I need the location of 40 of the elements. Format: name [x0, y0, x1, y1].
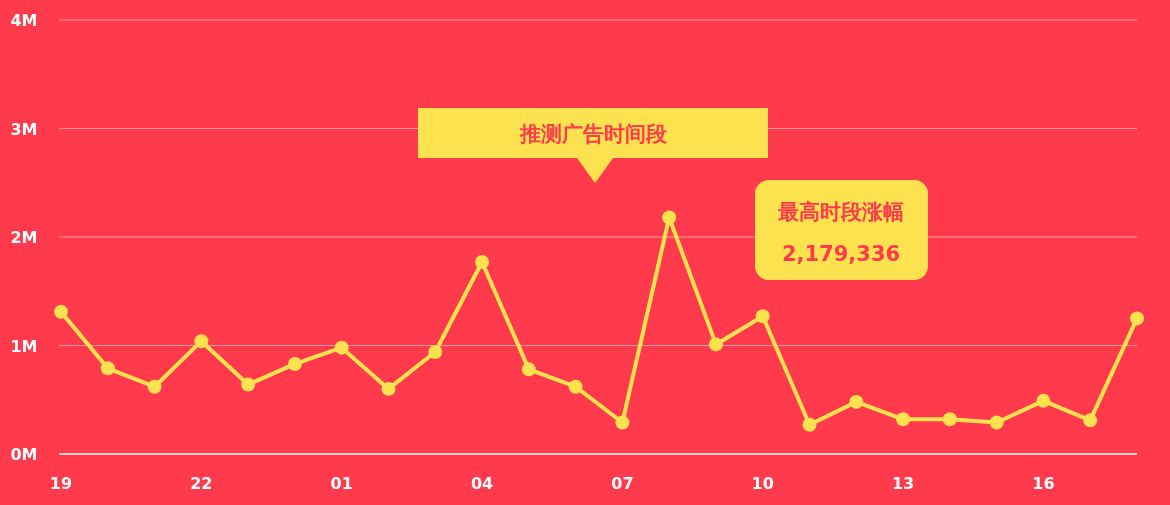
point — [521, 362, 536, 377]
point — [381, 381, 396, 396]
point — [100, 361, 115, 376]
point — [1036, 393, 1051, 408]
point — [568, 379, 583, 394]
point — [194, 334, 209, 349]
point — [849, 394, 864, 409]
annotation: 最高时段涨幅 — [777, 200, 904, 224]
y-tick-label: 1M — [10, 336, 38, 356]
point — [1083, 413, 1098, 428]
point — [287, 356, 302, 371]
point — [334, 340, 349, 355]
point — [1130, 311, 1144, 326]
x-tick-label: 04 — [470, 474, 494, 493]
annotation: 推测广告时间段 — [518, 122, 668, 146]
point — [755, 309, 770, 324]
point — [942, 412, 957, 427]
x-tick-label: 13 — [891, 474, 915, 493]
y-tick-label: 2M — [10, 228, 38, 247]
y-tick-label: 4M — [10, 11, 38, 30]
x-tick-label: 07 — [611, 474, 634, 493]
point — [54, 304, 68, 319]
point — [662, 210, 677, 225]
y-tick-label: 3M — [10, 119, 38, 139]
x-tick-label: 22 — [190, 474, 213, 493]
point — [802, 417, 817, 432]
point — [615, 415, 630, 430]
x-tick-label: 01 — [330, 474, 353, 493]
point — [147, 379, 162, 394]
x-tick-label: 16 — [1032, 474, 1055, 493]
x-tick-label: 19 — [49, 474, 73, 493]
point — [428, 345, 443, 360]
y-tick-label: 0M — [10, 445, 38, 464]
point — [241, 377, 256, 392]
point — [989, 415, 1004, 430]
point — [896, 412, 911, 427]
point — [475, 254, 490, 269]
x-tick-label: 10 — [751, 474, 774, 493]
point — [708, 337, 723, 352]
annotation: 2,179,336 — [781, 242, 901, 266]
